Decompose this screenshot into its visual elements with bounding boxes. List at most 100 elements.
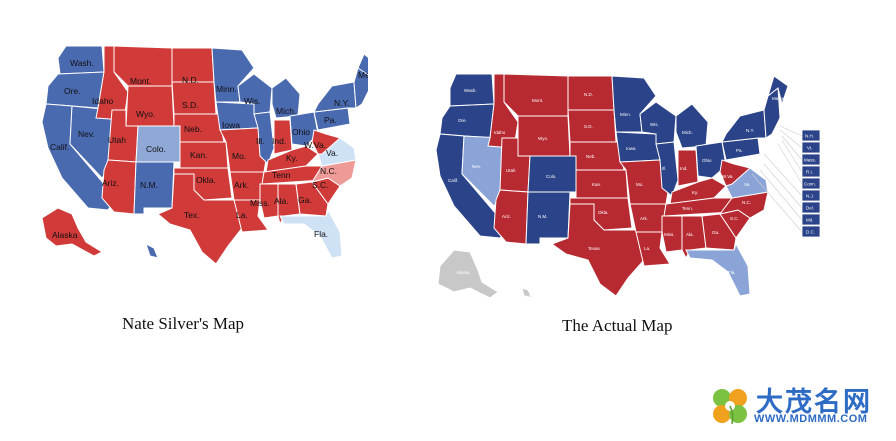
label-wi: Wis. [650, 122, 659, 127]
label-mo: Mo. [232, 151, 246, 161]
label-in: Ind. [272, 136, 286, 146]
label-tx: Tex. [184, 210, 200, 220]
label-ny: N.Y. [746, 128, 754, 133]
label-mt: Mont. [532, 98, 543, 103]
label-in: Ind. [680, 166, 688, 171]
label-ky: Ky. [692, 190, 698, 195]
label-ia: Iowa [626, 146, 636, 151]
sidebar-label-ma: Mass. [804, 158, 816, 163]
label-wa: Wash. [70, 58, 94, 68]
state-tx [550, 203, 645, 297]
clover-icon [713, 389, 747, 425]
sidebar-box-md [801, 213, 821, 226]
label-oh: Ohio [702, 158, 712, 163]
label-mi: Mich. [276, 106, 296, 116]
state-me [357, 53, 368, 76]
label-wy: Wyo. [538, 136, 548, 141]
state-me [767, 75, 789, 106]
sidebar-label-dc: D.C. [806, 230, 815, 235]
silver-map: Wash. Ore. Calif. Nev. Idaho Mont. Wyo. … [28, 38, 368, 268]
state-wy [125, 85, 175, 127]
label-ne: Neb. [184, 124, 202, 134]
label-ny: N.Y. [334, 98, 349, 108]
label-sc: S.C. [730, 216, 739, 221]
actual-map-svg: Wash. Ore. Calif. Nev. Idaho Mont. Wyo. … [435, 73, 821, 299]
label-ca: Calif. [50, 142, 69, 152]
label-nc: N.C. [742, 200, 751, 205]
label-or: Ore. [458, 118, 467, 123]
state-nm [525, 191, 571, 245]
state-ga [701, 213, 737, 251]
state-ms [661, 215, 683, 253]
label-tx: Texas [588, 246, 601, 251]
state-mi [675, 103, 709, 149]
label-az: Ariz. [502, 214, 511, 219]
sidebar-box-ct [801, 177, 821, 190]
state-hi [145, 243, 159, 259]
state-or [439, 103, 495, 139]
state-ak [437, 249, 499, 299]
state-la [233, 199, 269, 233]
label-ga: Ga. [712, 230, 719, 235]
label-mn: Minn. [620, 112, 631, 117]
actual-labels: Wash. Ore. Calif. Nev. Idaho Mont. Wyo. … [448, 88, 785, 299]
label-la: La. [644, 246, 650, 251]
label-pa: Pa. [736, 148, 743, 153]
label-nv: Nev. [472, 164, 481, 169]
sidebar-box-ri [801, 165, 821, 178]
label-or: Ore. [64, 86, 81, 96]
label-la: La. [236, 210, 248, 220]
label-ok: Okla. [196, 175, 216, 185]
label-va: Va. [326, 148, 338, 158]
state-ia [615, 131, 661, 163]
label-ar: Ark. [640, 216, 648, 221]
watermark-brand: 大茂名网 [756, 387, 872, 418]
label-ak: Alaska [52, 230, 78, 240]
sidebar-label-ri: R.I. [806, 170, 813, 175]
label-nd: N.D. [584, 92, 593, 97]
label-co: Colo. [146, 144, 166, 154]
state-ak [41, 207, 104, 257]
label-oh: Ohio [292, 127, 310, 137]
state-ms [259, 183, 279, 219]
label-az: Ariz. [102, 178, 119, 188]
sidebar-label-ct: Conn. [804, 182, 816, 187]
label-fl: Fla. [728, 270, 736, 275]
state-wv [719, 159, 752, 187]
label-wv: W.Va. [304, 140, 326, 150]
sidebar-box-nh [801, 129, 821, 142]
state-fl [279, 208, 343, 259]
sidebar-box-dc [801, 225, 821, 238]
sidebar-label-de: Del. [806, 206, 814, 211]
label-il: Ill. [256, 136, 265, 146]
label-pa: Pa. [324, 115, 337, 125]
label-hi: Hawaii [526, 294, 540, 299]
state-ne [569, 141, 625, 171]
silver-map-svg: Wash. Ore. Calif. Nev. Idaho Mont. Wyo. … [41, 45, 368, 265]
sidebar-box-vt [801, 141, 821, 154]
label-co: Colo. [546, 174, 557, 179]
watermark-url: WWW.MDMMM.COM [754, 413, 868, 425]
label-tn: Tenn. [682, 206, 693, 211]
label-ms: Miss. [250, 198, 270, 208]
label-ne: Neb. [586, 154, 596, 159]
label-wv: W.Va. [722, 174, 734, 179]
label-nc: N.C. [320, 166, 337, 176]
state-oh [695, 141, 727, 179]
label-nd: N.D. [182, 75, 199, 85]
label-sd: S.D. [584, 124, 593, 129]
label-ks: Kan. [592, 182, 601, 187]
label-ky: Ky. [286, 153, 298, 163]
label-nm: N.M. [538, 214, 548, 219]
sidebar-box-ma [801, 153, 821, 166]
label-ca: Calif. [448, 178, 458, 183]
label-ks: Kan. [190, 150, 208, 160]
label-mi: Mich. [682, 130, 693, 135]
label-ms: Miss. [664, 232, 675, 237]
watermark-logo: 大茂名网 WWW.MDMMM.COM [708, 380, 892, 436]
sidebar-label-nh: N.H. [805, 134, 814, 139]
label-fl: Fla. [314, 229, 328, 239]
state-ga [295, 181, 329, 217]
label-ga: Ga. [298, 195, 312, 205]
label-nm: N.M. [140, 180, 158, 190]
